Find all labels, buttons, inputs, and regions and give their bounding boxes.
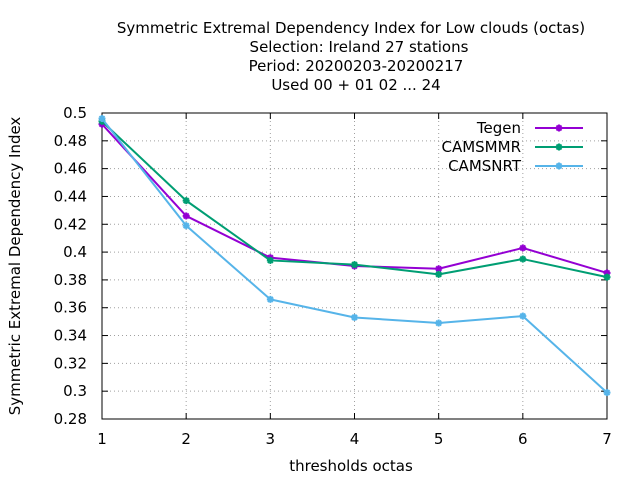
y-tick-label: 0.36 [54, 299, 87, 317]
y-tick-label: 0.32 [54, 354, 87, 372]
data-point-camsmmr [182, 197, 190, 205]
series-group [98, 115, 611, 397]
y-axis-ticks: 0.28 0.3 0.32 0.34 0.36 0.38 0.4 0.42 0.44 0.46 0.… [54, 104, 607, 428]
data-point-camsnrt [519, 312, 527, 320]
y-tick-label: 0.4 [63, 243, 87, 261]
y-tick-label: 0.34 [54, 327, 87, 345]
x-tick-label: 2 [181, 430, 191, 448]
y-tick-label: 0.42 [54, 215, 87, 233]
y-tick-label: 0.48 [54, 132, 87, 150]
title-line-3: Period: 20200203-20200217 [249, 57, 464, 75]
data-point-camsmmr [603, 273, 611, 281]
data-point-camsnrt [182, 222, 190, 230]
y-tick-label: 0.46 [54, 160, 87, 178]
x-tick-label: 7 [602, 430, 612, 448]
y-tick-label: 0.3 [63, 382, 87, 400]
series-line-tegen [101, 123, 608, 274]
data-point-camsmmr [351, 261, 358, 269]
y-axis-label: Symmetric Extremal Dependency Index [6, 117, 24, 416]
legend-label-tegen: Tegen [476, 119, 521, 137]
chart-title: Symmetric Extremal Dependency Index for … [117, 19, 585, 94]
legend-marker-camsmmr [555, 143, 563, 151]
y-tick-label: 0.5 [63, 104, 87, 122]
x-axis-label: thresholds octas [289, 457, 413, 475]
legend-marker-tegen [555, 124, 563, 132]
data-point-camsmmr [435, 270, 443, 278]
x-tick-label: 3 [266, 430, 276, 448]
data-point-camsmmr [519, 255, 527, 263]
data-point-camsnrt [435, 319, 443, 327]
data-point-camsnrt [603, 389, 611, 397]
x-tick-label: 6 [518, 430, 528, 448]
y-tick-label: 0.28 [54, 410, 87, 428]
legend-marker-camsnrt [555, 162, 563, 170]
x-tick-label: 5 [434, 430, 444, 448]
x-axis-ticks: 1 2 3 4 5 6 7 [97, 113, 612, 448]
title-line-1: Symmetric Extremal Dependency Index for … [117, 19, 585, 37]
data-point-camsmmr [266, 256, 274, 264]
y-tick-label: 0.38 [54, 271, 87, 289]
x-tick-label: 1 [97, 430, 107, 448]
title-line-2: Selection: Ireland 27 stations [250, 38, 469, 56]
legend-label-camsmmr: CAMSMMR [441, 138, 521, 156]
data-point-tegen [519, 244, 527, 252]
x-tick-label: 4 [350, 430, 360, 448]
legend-label-camsnrt: CAMSNRT [448, 157, 522, 175]
data-point-camsnrt [351, 313, 358, 321]
data-point-camsnrt [266, 295, 274, 303]
title-line-4: Used 00 + 01 02 ... 24 [271, 76, 440, 94]
data-point-camsnrt [98, 115, 106, 123]
data-point-tegen [182, 212, 190, 220]
series-line-camsnrt [101, 117, 608, 394]
y-tick-label: 0.44 [54, 187, 87, 205]
